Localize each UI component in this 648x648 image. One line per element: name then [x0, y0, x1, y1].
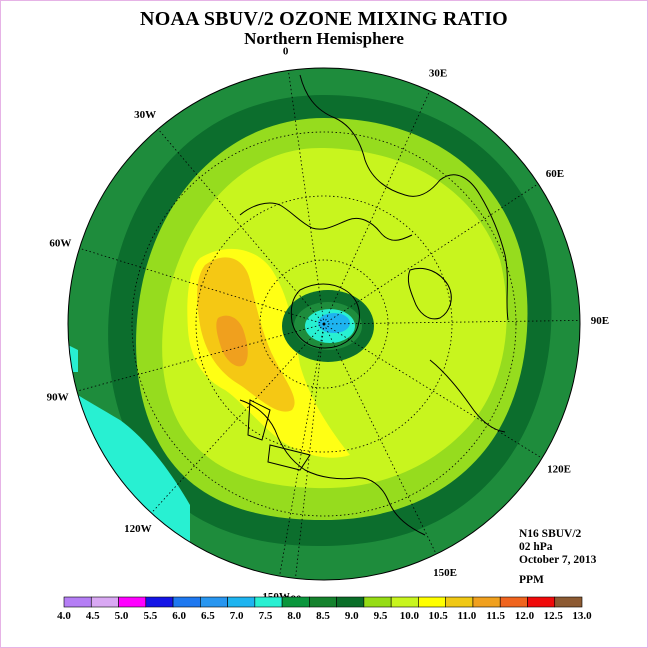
ozone-field: [68, 68, 580, 580]
longitude-label: 60E: [546, 168, 564, 180]
colorbar-swatch: [90, 596, 119, 608]
colorbar-tick-label: 9.5: [374, 610, 388, 622]
colorbar-swatch: [254, 596, 283, 608]
coastlines: [239, 74, 509, 536]
colorbar-swatch: [554, 596, 583, 608]
instrument-label: N16 SBUV/2: [519, 528, 582, 540]
meridian-line: [323, 90, 431, 325]
latitude-circle: [259, 259, 389, 389]
pressure-level: 02 hPa: [519, 541, 553, 553]
colorbar-swatch: [200, 596, 228, 608]
colorbar-tick-label: 4.0: [57, 610, 71, 622]
colorbar-swatch: [418, 596, 446, 608]
date-label: October 7, 2013: [519, 554, 597, 566]
colorbar-swatch: [309, 596, 337, 608]
colorbar-tick-label: 7.5: [259, 610, 273, 622]
map-boundary: [67, 67, 581, 581]
colorbar-tick-label: 7.0: [230, 610, 244, 622]
colorbar-tick-label: 5.5: [143, 610, 157, 622]
contour-10.5-11: [197, 257, 295, 412]
longitude-label: 60W: [49, 237, 71, 249]
colorbar-tick-label: 6.5: [201, 610, 215, 622]
colorbar-swatch: [145, 596, 174, 608]
meridian-line: [323, 323, 437, 555]
colorbar-swatch: [527, 596, 556, 608]
colorbar-swatch: [499, 596, 528, 608]
longitude-label: 120E: [547, 464, 571, 476]
colorbar-tick-label: 5.0: [115, 610, 129, 622]
colorbar-tick-label: 11.5: [486, 610, 505, 622]
meridian-line: [323, 320, 580, 325]
longitude-label: 90W: [47, 391, 69, 403]
colorbar-tick-label: 10.0: [400, 610, 420, 622]
contour-11-11.5: [216, 315, 248, 367]
colorbar-swatch: [172, 596, 201, 608]
colorbar-tick-label: 8.0: [287, 610, 301, 622]
colorbar-swatch: [281, 596, 310, 608]
colorbar-swatch: [363, 596, 392, 608]
longitude-label: 30E: [429, 68, 447, 80]
meridian-line: [151, 323, 325, 514]
colorbar-tick-label: 11.0: [458, 610, 477, 622]
units-label: PPM: [519, 574, 544, 586]
latitude-circle: [195, 195, 453, 453]
meridian-line: [279, 323, 325, 577]
colorbar-tick-label: 12.5: [544, 610, 564, 622]
colorbar-swatch: [445, 596, 474, 608]
meridian-line: [295, 323, 325, 579]
contour-cyan-edge: [70, 390, 190, 545]
meridian-line: [76, 323, 325, 392]
colorbar-swatch: [390, 596, 419, 608]
longitude-label: 0: [283, 46, 289, 58]
latitude-circle: [131, 131, 517, 517]
meridian-line: [323, 183, 539, 325]
colorbar-swatch: [472, 596, 501, 608]
colorbar-swatch: [227, 596, 256, 608]
longitude-label: 30W: [134, 109, 156, 121]
colorbar-swatch: [63, 596, 92, 608]
colorbar-swatch: [336, 596, 365, 608]
colorbar-tick-label: 9.0: [345, 610, 359, 622]
map-title: NOAA SBUV/2 OZONE MIXING RATIO: [140, 8, 508, 30]
longitude-label: 90E: [591, 315, 609, 327]
colorbar-tick-label: 12.0: [515, 610, 535, 622]
meridian-line: [79, 247, 325, 325]
colorbar: 4.0 4.5 5.0 5.5 6.0 6.5 7.0 7.5 8.0 8.5 9.0 9.5 10.0…: [57, 596, 592, 622]
colorbar-tick-label: 4.5: [86, 610, 100, 622]
colorbar-swatch: [118, 596, 147, 608]
graticule: [76, 70, 580, 579]
longitude-label: 150E: [433, 567, 457, 579]
meridian-line: [157, 128, 325, 325]
map-subtitle: Northern Hemisphere: [244, 29, 404, 48]
meridian-line: [323, 323, 543, 459]
colorbar-tick-label: 10.5: [428, 610, 448, 622]
colorbar-tick-label: 8.5: [316, 610, 330, 622]
colorbar-tick-label: 13.0: [572, 610, 592, 622]
colorbar-tick-label: 6.0: [172, 610, 186, 622]
meridian-line: [287, 70, 325, 325]
longitude-label: 120W: [124, 523, 152, 535]
